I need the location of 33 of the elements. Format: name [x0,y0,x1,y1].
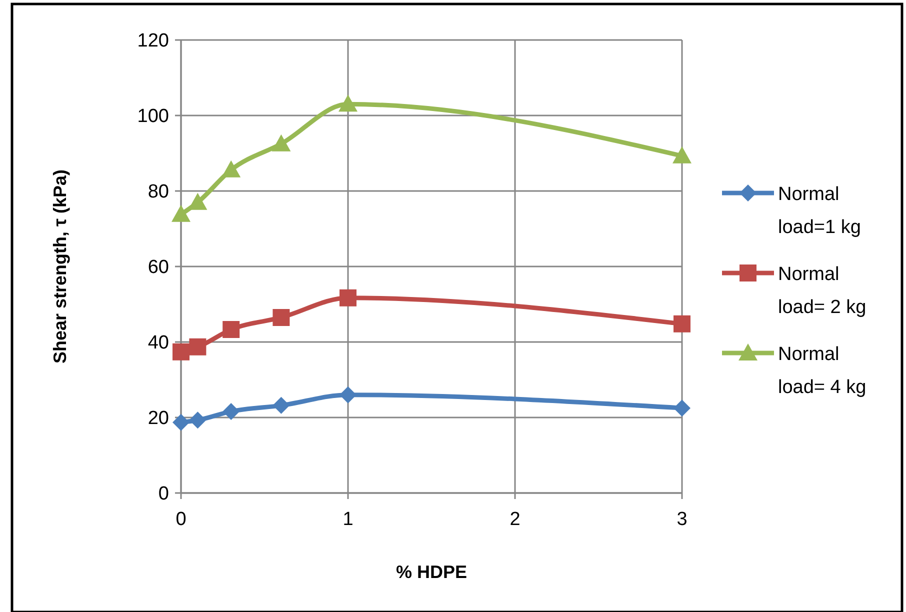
y-tick-label: 120 [137,30,169,52]
y-tick-label: 20 [148,408,169,430]
point [189,338,206,356]
point [172,414,190,431]
y-axis-title: Shear strength, τ (kPa) [50,169,70,364]
point [222,321,240,338]
point [272,134,291,152]
x-axis-title: % HDPE [396,562,468,582]
y-tick-label: 60 [148,257,169,278]
x-tick-label: 3 [676,509,688,530]
point [222,160,241,178]
point [172,343,190,360]
legend-label: Normal load=1 kg [778,184,861,238]
y-tick-label: 80 [148,182,169,203]
point [272,396,290,414]
y-tick-label: 0 [158,484,169,505]
point [340,289,356,306]
x-tick-label: 0 [176,509,186,530]
y-tick-label: 40 [148,332,169,354]
point [674,315,690,332]
point [340,386,356,404]
legend-label: Normal load= 4 kg [778,344,866,398]
x-tick-label: 1 [342,509,354,530]
point [674,400,690,417]
point [189,412,206,429]
point [338,94,358,112]
point [272,308,290,326]
point [672,146,692,164]
legend-label: Normal load= 2 kg [778,264,866,318]
x-tick-label: 2 [510,509,520,530]
point [172,204,190,222]
y-tick-label: 100 [137,106,169,128]
point [222,402,240,420]
